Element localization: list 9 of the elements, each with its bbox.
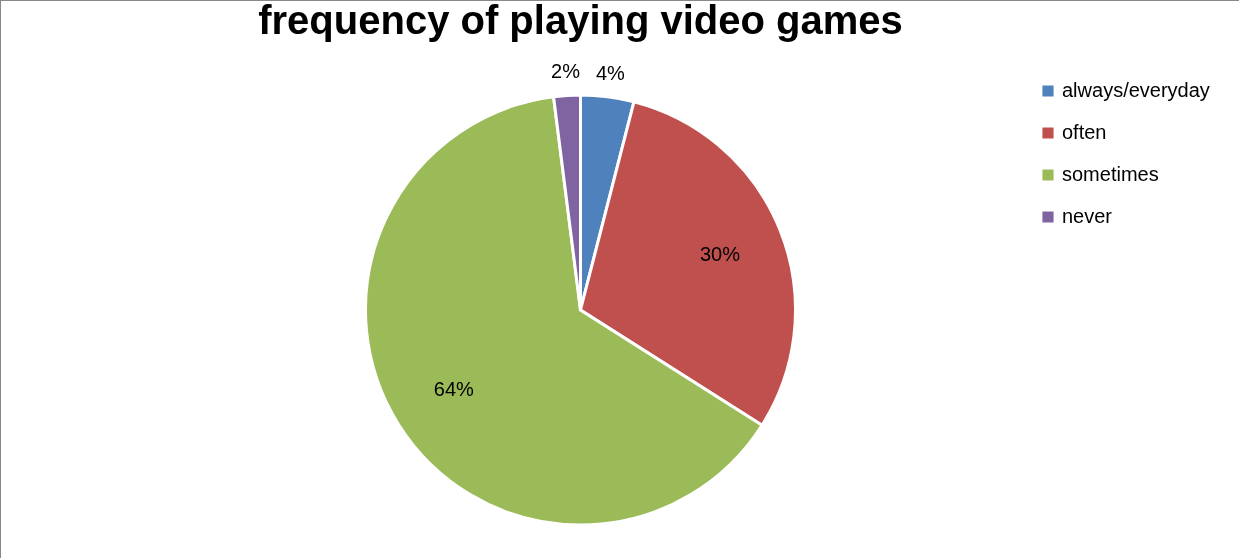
legend-label: never [1062, 205, 1113, 227]
data-label: 2% [551, 60, 581, 83]
data-label: 4% [595, 61, 625, 84]
data-label: 64% [433, 378, 475, 401]
legend-label: always/everyday [1062, 79, 1210, 101]
legend-label: often [1062, 121, 1107, 143]
chart-title: frequency of playing video games [258, 0, 903, 43]
data-label: 30% [699, 242, 741, 265]
legend-label: sometimes [1062, 163, 1159, 185]
